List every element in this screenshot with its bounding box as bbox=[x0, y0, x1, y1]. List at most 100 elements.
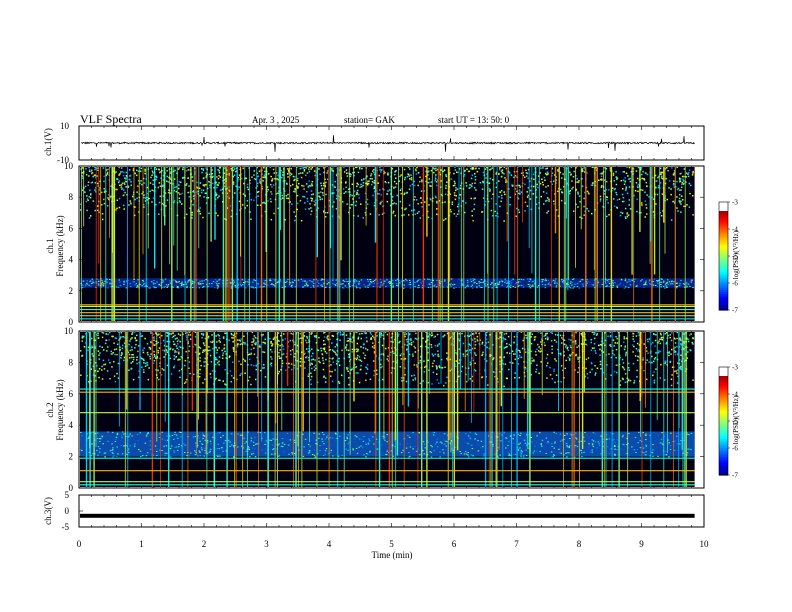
ch2-spectrum-cell bbox=[584, 432, 586, 433]
ch1-spectrum-cell bbox=[343, 171, 346, 173]
ch1-spectrum-cell bbox=[687, 283, 690, 285]
ch1-spectrum-cell bbox=[676, 282, 678, 284]
ch2-spectrum-cell bbox=[505, 447, 507, 449]
ch2-spectrum-cell bbox=[617, 446, 619, 448]
ch1-spectrum-cell bbox=[626, 215, 629, 218]
ch1-spectrum-cell bbox=[403, 280, 405, 282]
ch1-spectrum-cell bbox=[276, 281, 279, 283]
ch1-spectrum-cell bbox=[321, 187, 324, 190]
ch1-spectrum-cell bbox=[399, 200, 402, 203]
ch1-spectrum-cell bbox=[88, 284, 90, 286]
ch1-spectrum-cell bbox=[155, 168, 158, 170]
ch1-spectrum-cell bbox=[371, 178, 373, 180]
ch2-spectrum-cell bbox=[646, 378, 648, 381]
ch1-spectrum-cell bbox=[198, 283, 200, 285]
ch1-spectrum-cell bbox=[345, 278, 348, 280]
ch2-spectrum-cell bbox=[120, 445, 122, 446]
ch1-spectrum-cell bbox=[311, 198, 313, 200]
ch1-spectrum-cell bbox=[177, 168, 180, 170]
ch1-spectrum-cell bbox=[93, 282, 96, 284]
ch1-spectrum-cell bbox=[570, 281, 572, 283]
ch2-spectrum-cell bbox=[525, 368, 527, 370]
ch1-spectrum-cell bbox=[591, 166, 594, 168]
ch1-spectrum-cell bbox=[331, 215, 334, 217]
ch2-spectrum-cell bbox=[668, 442, 670, 444]
ch1-spectrum-cell bbox=[420, 282, 423, 284]
ch2-spectrum-cell bbox=[156, 455, 158, 456]
ch2-spectrum-cell bbox=[214, 378, 217, 381]
ch2-spectrum-cell bbox=[196, 453, 198, 455]
ch1-spectrum-cell bbox=[311, 281, 313, 283]
ch2-spectrum-cell bbox=[608, 353, 610, 355]
ch1-spectrum-cell bbox=[669, 283, 672, 285]
ch1-spectrum-cell bbox=[666, 167, 668, 169]
ch2-spectrum-cell bbox=[112, 431, 114, 433]
ch2-spectrum-cell bbox=[614, 445, 616, 446]
ch1-spectrum-cell bbox=[640, 280, 642, 282]
ch2-spectrum-cell bbox=[628, 433, 630, 434]
ch1-spectrum-cell bbox=[143, 282, 145, 284]
ch1-spectrum-cell bbox=[250, 286, 253, 288]
ch1-spectrum-cell bbox=[573, 284, 576, 286]
ch1-spectrum-cell bbox=[306, 172, 309, 174]
ch1-spectrum-cell bbox=[459, 194, 462, 196]
ch1-spectrum-cell bbox=[628, 166, 631, 169]
ch1-spectrum-cell bbox=[192, 191, 194, 193]
ch2-spectrum-cell bbox=[587, 442, 590, 444]
ch1-spectrum-cell bbox=[540, 167, 542, 169]
ch1-spectrum-cell bbox=[665, 177, 667, 180]
ch1-spectrum-cell bbox=[402, 287, 405, 289]
ch1-spectrum-cell bbox=[601, 283, 604, 285]
ch1-spectrum-cell bbox=[369, 279, 372, 280]
ch1-spectrum-cell bbox=[141, 183, 143, 186]
ch1-spectrum-cell bbox=[372, 281, 374, 282]
ch1-spectrum-cell bbox=[489, 188, 491, 191]
ch1-spectrum-cell bbox=[97, 185, 100, 187]
ch1-spectrum-cell bbox=[484, 279, 486, 281]
ch2-spectrum-cell bbox=[668, 354, 670, 357]
ch2-spectrum-cell bbox=[356, 348, 358, 350]
ch1-spectrum-cell bbox=[388, 189, 391, 191]
ch2-spectrum-cell bbox=[499, 363, 501, 366]
ch1-spectrum-cell bbox=[544, 172, 547, 175]
ch1-spectrum-cell bbox=[435, 169, 437, 172]
ch2-spectrum-cell bbox=[652, 374, 654, 377]
ch2-spectrum-cell bbox=[537, 331, 540, 333]
ch1-spectrum-cell bbox=[84, 191, 86, 193]
ch1-spectrum-cell bbox=[112, 186, 114, 189]
ch2-spectrum-cell bbox=[281, 442, 284, 444]
ch1-spectrum-cell bbox=[616, 199, 619, 201]
ch1-spectrum-cell bbox=[199, 195, 201, 197]
ch1-spectrum-cell bbox=[101, 282, 104, 284]
ch2-spectrum-cell bbox=[250, 348, 253, 351]
ch1-spectrum-cell bbox=[573, 210, 575, 212]
ch1-spectrum-cell bbox=[85, 168, 87, 170]
ch2-spectrum-cell bbox=[600, 453, 602, 455]
ch2-spectrum-cell bbox=[104, 363, 107, 366]
ch2-spectrum-cell bbox=[554, 333, 557, 336]
ch2-spectrum-cell bbox=[197, 435, 199, 437]
ch1-spectrum-cell bbox=[225, 283, 227, 285]
ch1-spectrum-cell bbox=[654, 285, 657, 286]
ch2-spectrum-cell bbox=[660, 334, 662, 336]
ch1-spectrum-cell bbox=[675, 287, 678, 289]
ch1-spectrum-cell bbox=[548, 198, 550, 201]
ch1-spectrum-cell bbox=[118, 279, 120, 281]
ch1-spectrum-cell bbox=[626, 213, 628, 215]
ch1-spectrum-cell bbox=[615, 183, 618, 186]
ch2-spectrum-cell bbox=[114, 380, 117, 383]
ch1-spectrum-cell bbox=[616, 178, 618, 180]
ch1-spectrum-cell bbox=[320, 184, 323, 187]
ch2-spectrum-cell bbox=[531, 360, 533, 362]
ch1-spectrum-cell bbox=[129, 179, 131, 181]
ch1-spectrum-cell bbox=[400, 192, 402, 195]
ch1-spectrum-cell bbox=[303, 168, 306, 171]
ch2-spectrum-cell bbox=[278, 455, 281, 457]
ch1-spectrum-cell bbox=[358, 283, 360, 285]
ch1-spectrum-cell bbox=[290, 285, 292, 287]
ch1-spectrum-cell bbox=[324, 287, 327, 289]
ch2-spectrum-cell bbox=[232, 377, 235, 379]
ch2-spectrum-cell bbox=[478, 343, 481, 345]
ch2-spectrum-cell bbox=[218, 364, 220, 366]
ch2-spectrum-cell bbox=[130, 362, 132, 364]
